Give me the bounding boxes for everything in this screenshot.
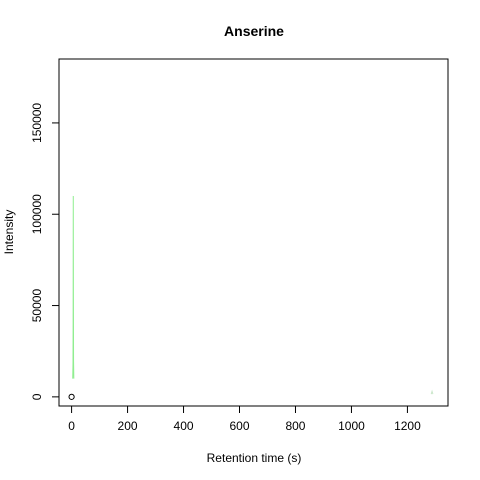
plot-area-frame — [58, 58, 449, 407]
chart-title: Anserine — [224, 23, 284, 39]
x-tick-label: 600 — [229, 419, 249, 433]
x-axis: 0 200 400 600 800 1000 1200 — [68, 405, 421, 433]
data-point-marker — [68, 393, 75, 400]
x-tick-label: 800 — [285, 419, 305, 433]
x-axis-label: Retention time (s) — [207, 451, 302, 465]
series-line — [72, 195, 75, 379]
y-axis-label: Intensity — [2, 210, 16, 255]
y-tick-label: 50000 — [30, 289, 44, 323]
marker-layer — [68, 393, 75, 400]
x-tick-label: 1000 — [338, 419, 365, 433]
series-layer — [72, 195, 434, 395]
x-tick-label: 200 — [118, 419, 138, 433]
y-tick-label: 150000 — [30, 103, 44, 143]
y-tick-label: 100000 — [30, 194, 44, 234]
x-tick-label: 0 — [68, 419, 75, 433]
y-tick-label: 0 — [30, 393, 44, 400]
x-tick-label: 400 — [174, 419, 194, 433]
series-line — [430, 389, 434, 395]
y-axis: 0 50000 100000 150000 — [30, 103, 60, 400]
x-tick-label: 1200 — [394, 419, 421, 433]
